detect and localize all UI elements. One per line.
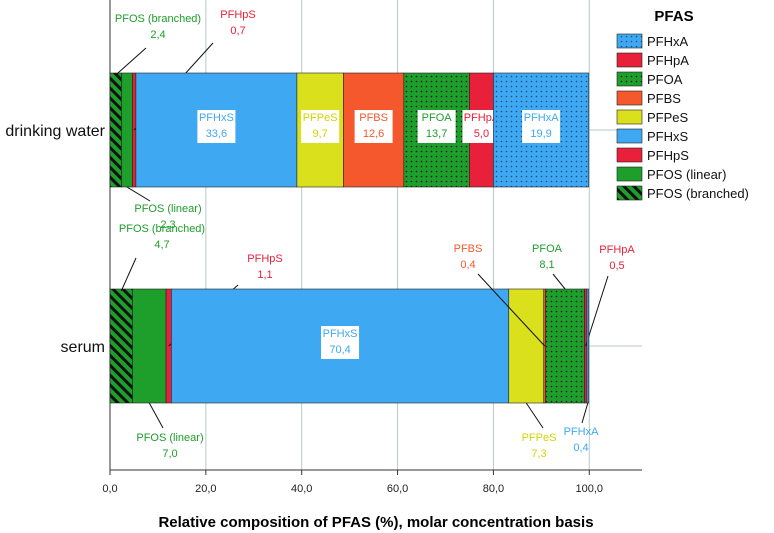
bar-segment [109,288,133,404]
data-label-name: PFHpA [599,244,635,256]
legend-swatch [616,128,643,144]
data-label-name: PFHxA [524,112,560,124]
data-label-value: 0,5 [609,260,624,272]
data-label-value: 19,9 [530,128,551,140]
x-tick-label: 0,0 [102,483,117,495]
legend-label: PFOS (linear) [647,167,726,182]
legend-swatch [616,166,643,182]
leader-line [552,273,566,290]
x-tick-label: 80,0 [483,483,504,495]
legend-label: PFHxA [647,34,689,49]
y-tick-label: drinking water [5,123,105,140]
legend-swatch [616,185,643,201]
leader-line [525,402,544,429]
data-label-value: 13,7 [426,128,447,140]
legend-swatch [616,33,643,49]
legend-label: PFPeS [647,110,689,125]
legend-label: PFOA [647,72,683,87]
label-box [522,110,561,143]
label-box [197,110,236,143]
data-label-name: PFBS [454,243,483,255]
data-label-name: PFHpS [247,253,282,265]
legend-swatch [616,90,643,106]
data-label-name: PFOS (branched) [119,223,205,235]
legend-swatch [616,109,643,125]
data-label-name: PFOA [422,112,453,124]
data-label-value: 2,3 [160,219,175,231]
data-label-value: 5,0 [474,128,489,140]
label-box [354,110,393,143]
leader-line [581,402,589,424]
data-label-value: 12,6 [363,128,384,140]
data-label-value: 7,3 [531,448,546,460]
legend-swatch [616,71,643,87]
leader-line [477,273,546,347]
data-label-value: 0,7 [230,25,245,37]
bar-segment [545,288,585,404]
data-label-value: 7,0 [162,448,177,460]
data-label-name: PFHpS [220,9,255,21]
data-label-name: PFOS (linear) [134,203,201,215]
data-label-name: PFPeS [303,112,338,124]
x-tick-label: 40,0 [291,483,312,495]
bar-segment [586,288,590,404]
bar-segment [132,288,167,404]
y-tick-label: serum [61,339,105,356]
data-label-value: 2,4 [150,29,165,41]
legend-label: PFOS (branched) [647,186,749,201]
data-label-name: PFHxS [323,328,358,340]
data-label-value: 0,4 [460,259,475,271]
bar-segment [508,288,545,404]
legend-label: PFHpS [647,148,689,163]
data-label-name: PFOS (branched) [115,13,201,25]
leader-line [115,47,147,76]
data-label-name: PFHpA [464,112,500,124]
data-label-value: 70,4 [329,344,350,356]
bar-segment [121,72,133,188]
data-label-name: PFPeS [522,432,557,444]
data-label-name: PFOA [532,243,563,255]
legend-label: PFHxS [647,129,689,144]
legend-label: PFHpA [647,53,689,68]
x-axis-label: Relative composition of PFAS (%), molar … [158,514,593,531]
data-label-value: 1,1 [257,269,272,281]
data-label-name: PFBS [359,112,388,124]
label-box [417,110,456,143]
legend-swatch [616,147,643,163]
bar-segment [109,72,122,188]
label-box [321,326,360,359]
x-tick-label: 100,0 [576,483,604,495]
data-label-value: 9,7 [313,128,328,140]
label-box [301,110,340,143]
leader-line [585,275,609,347]
x-tick-label: 20,0 [195,483,216,495]
leader-line [120,257,137,292]
bar-segment [165,288,172,404]
data-label-value: 8,1 [539,259,554,271]
legend-title: PFAS [654,8,693,25]
data-label-value: 4,7 [154,239,169,251]
data-label-name: PFOS (linear) [136,432,203,444]
leader-line [148,402,164,429]
data-label-value: 0,4 [573,442,588,454]
x-tick-label: 60,0 [387,483,408,495]
data-label-name: PFHxS [199,112,234,124]
data-label-name: PFHxA [564,426,600,438]
leader-line [126,186,151,202]
legend-swatch [616,52,643,68]
data-label-value: 33,6 [206,128,227,140]
legend-label: PFBS [647,91,681,106]
